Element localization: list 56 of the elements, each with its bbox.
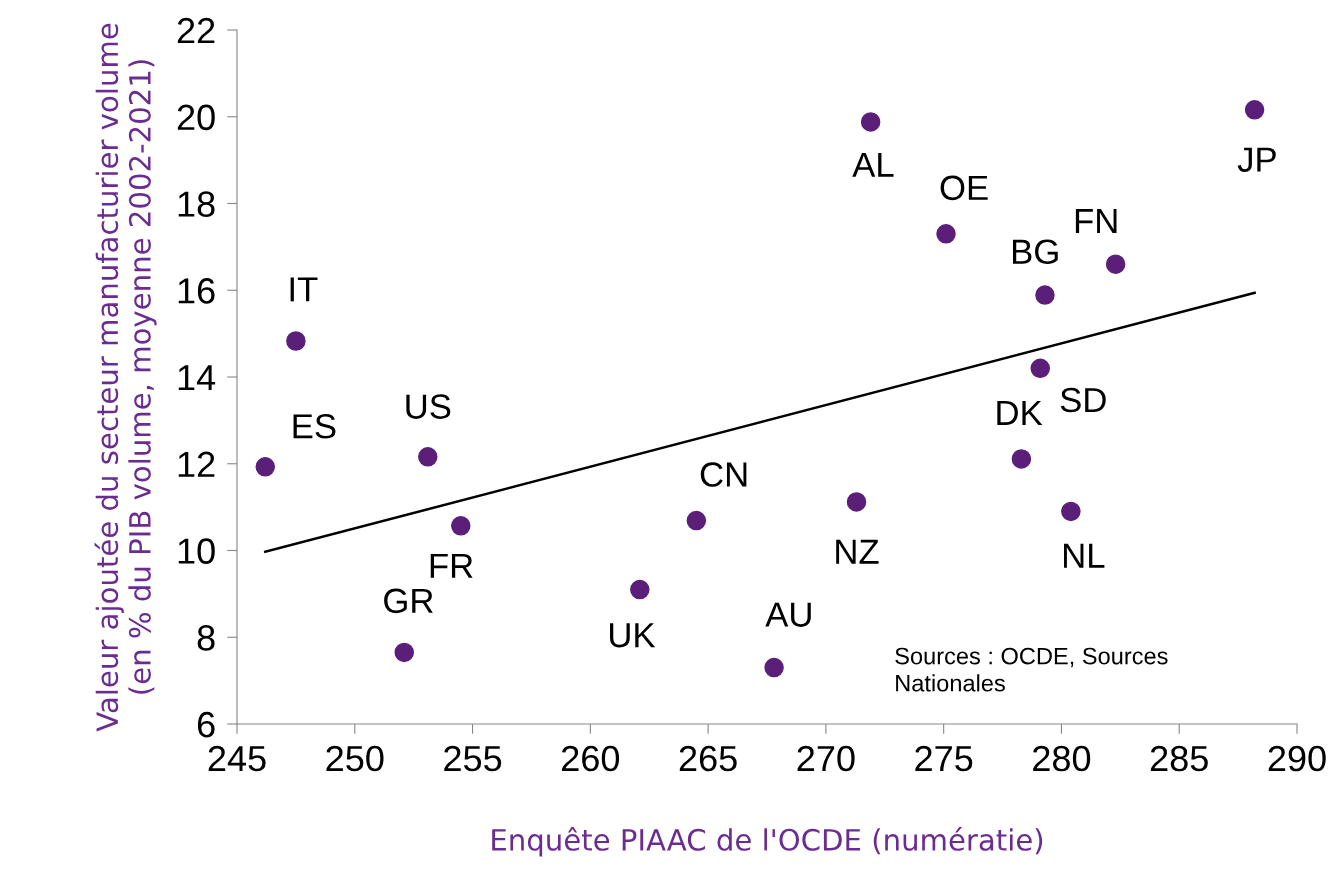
annotation: AL bbox=[852, 152, 894, 177]
point bbox=[286, 331, 306, 351]
point bbox=[1105, 254, 1126, 274]
y-tick-label: 16 bbox=[178, 278, 215, 304]
annotation: Sources : OCDE, Sources Nationales bbox=[895, 647, 1168, 692]
annotation: DK bbox=[997, 401, 1043, 425]
annotation: AU bbox=[765, 602, 811, 627]
point bbox=[255, 457, 276, 477]
annotation: GR bbox=[384, 588, 433, 614]
annotation: JP bbox=[1237, 147, 1276, 172]
annotation: NZ bbox=[836, 539, 879, 564]
point bbox=[846, 492, 867, 512]
point bbox=[764, 657, 784, 678]
point bbox=[418, 447, 438, 467]
x-tick-label: 245 bbox=[208, 745, 266, 772]
annotation: IT bbox=[290, 277, 318, 302]
x-tick-label: 285 bbox=[1150, 745, 1208, 772]
y-tick-label: 18 bbox=[178, 191, 215, 217]
y-tick-label: 12 bbox=[178, 451, 215, 477]
annotation: BG bbox=[1013, 239, 1058, 265]
annotation: FR bbox=[430, 553, 473, 578]
y-axis-title: Valeur ajoutée du secteur manufacturier volume (en % du PIB volume, moyenne 2002-2021) bbox=[94, 23, 157, 732]
annotation: FN bbox=[1075, 209, 1117, 233]
point bbox=[860, 112, 881, 132]
point bbox=[394, 642, 414, 663]
annotation: CN bbox=[700, 462, 747, 487]
annotation: OE bbox=[940, 175, 988, 201]
point bbox=[936, 224, 956, 244]
x-tick-label: 280 bbox=[1033, 745, 1091, 772]
x-tick-label: 270 bbox=[797, 745, 855, 772]
point bbox=[1030, 358, 1050, 379]
annotation: ES bbox=[293, 414, 336, 439]
point bbox=[1061, 501, 1081, 522]
x-axis-title: Enquête PIAAC de l'OCDE (numératie) bbox=[492, 827, 1043, 857]
x-tick-label: 265 bbox=[679, 745, 737, 772]
y-tick-label: 10 bbox=[178, 538, 215, 564]
annotation: NL bbox=[1064, 543, 1105, 568]
annotation: SD bbox=[1060, 387, 1106, 413]
x-tick-label: 260 bbox=[562, 745, 620, 772]
annotation: US bbox=[406, 394, 451, 419]
x-tick-label: 250 bbox=[326, 745, 384, 772]
point bbox=[1011, 449, 1032, 469]
x-tick-label: 255 bbox=[444, 745, 502, 772]
y-tick-label: 20 bbox=[177, 104, 215, 131]
y-tick-label: 6 bbox=[197, 711, 215, 738]
x-tick-label: 290 bbox=[1268, 745, 1326, 772]
point bbox=[451, 516, 471, 536]
point bbox=[1035, 285, 1055, 305]
point bbox=[686, 510, 707, 531]
point bbox=[630, 579, 650, 600]
y-tick-label: 22 bbox=[177, 17, 215, 44]
y-tick-label: 14 bbox=[178, 365, 216, 391]
y-tick-label: 8 bbox=[197, 625, 215, 651]
x-tick-label: 275 bbox=[915, 745, 973, 772]
annotation: UK bbox=[610, 623, 656, 648]
point bbox=[1244, 100, 1265, 120]
